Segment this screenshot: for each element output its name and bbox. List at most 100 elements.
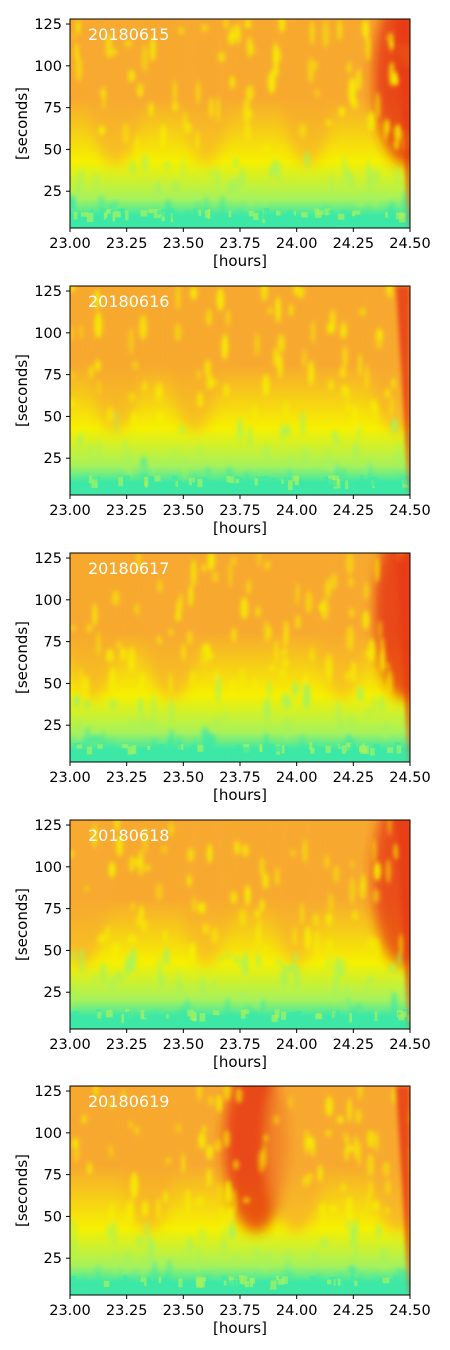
- texture-streak: [75, 56, 83, 82]
- texture-streak: [197, 391, 203, 408]
- texture-streak: [93, 289, 101, 310]
- low-band-cell: [360, 475, 364, 483]
- texture-streak: [114, 820, 120, 832]
- spectrogram-panel: 23.00 23.25 23.50 23.75 24.00 24.25 24.50 25 50 7…: [13, 551, 431, 804]
- texture-streak: [280, 971, 286, 986]
- texture-streak: [326, 447, 330, 466]
- x-tick-label: 23.75: [219, 503, 261, 519]
- low-band-cell: [355, 1278, 363, 1285]
- texture-streak: [293, 286, 298, 297]
- texture-streak: [324, 855, 329, 869]
- texture-streak: [81, 1275, 87, 1288]
- x-tick-label: 24.00: [276, 1303, 318, 1319]
- low-band-cell: [199, 1013, 206, 1022]
- texture-streak: [260, 194, 268, 206]
- y-tick-label: 75: [44, 1168, 62, 1184]
- texture-streak: [330, 757, 335, 762]
- texture-streak: [169, 728, 174, 751]
- spectrogram-panel: 23.00 23.25 23.50 23.75 24.00 24.25 24.50 25 50 7…: [13, 17, 431, 270]
- texture-streak: [119, 647, 127, 661]
- low-band-cell: [129, 1012, 133, 1023]
- texture-streak: [280, 963, 287, 970]
- texture-streak: [240, 597, 249, 620]
- texture-streak: [374, 556, 380, 583]
- texture-streak: [75, 693, 81, 708]
- texture-streak: [246, 579, 251, 595]
- x-tick-label: 23.25: [106, 236, 148, 252]
- texture-streak: [70, 1219, 77, 1235]
- low-band-cell: [250, 1278, 255, 1284]
- texture-streak: [351, 910, 359, 921]
- texture-streak: [144, 1221, 150, 1243]
- y-tick-label: 125: [34, 1084, 62, 1100]
- low-band-cell: [187, 1009, 194, 1017]
- texture-streak: [223, 383, 230, 397]
- texture-streak: [225, 1180, 232, 1205]
- texture-streak: [110, 737, 114, 750]
- texture-streak: [111, 590, 120, 606]
- low-band-cell: [314, 208, 320, 215]
- texture-streak: [396, 441, 401, 466]
- texture-streak: [348, 173, 355, 189]
- panel-date-label: 20180615: [88, 25, 169, 44]
- texture-streak: [372, 1200, 380, 1211]
- low-band-cell: [290, 1011, 297, 1020]
- texture-streak: [113, 944, 121, 953]
- texture-streak: [349, 877, 356, 905]
- texture-streak: [232, 1253, 238, 1264]
- texture-streak: [200, 643, 209, 665]
- heatmap-field: [70, 1086, 410, 1295]
- low-band-cell: [108, 746, 111, 751]
- texture-streak: [108, 975, 117, 992]
- low-band-cell: [263, 208, 270, 218]
- texture-streak: [236, 417, 244, 442]
- texture-streak: [374, 403, 378, 422]
- texture-streak: [368, 638, 376, 663]
- texture-streak: [155, 382, 163, 403]
- low-band-cell: [168, 1012, 172, 1020]
- texture-streak: [319, 1202, 326, 1215]
- low-band-cell: [123, 1277, 126, 1284]
- texture-streak: [205, 466, 211, 477]
- low-band-cell: [197, 479, 203, 488]
- texture-streak: [352, 441, 360, 461]
- texture-streak: [91, 823, 98, 849]
- texture-streak: [379, 637, 385, 649]
- low-band-cell: [72, 1279, 79, 1288]
- texture-streak: [161, 845, 167, 854]
- texture-streak: [82, 675, 90, 699]
- texture-streak: [223, 332, 228, 350]
- y-tick-label: 25: [44, 718, 62, 734]
- low-band-cell: [104, 210, 108, 218]
- heatmap-field: [70, 19, 410, 228]
- low-band-cell: [363, 479, 370, 489]
- low-band-cell: [306, 745, 310, 754]
- texture-streak: [226, 309, 230, 327]
- texture-streak: [325, 1129, 332, 1137]
- texture-streak: [268, 307, 273, 315]
- texture-streak: [221, 1236, 226, 1256]
- texture-streak: [110, 746, 117, 758]
- texture-streak: [359, 307, 366, 317]
- texture-streak: [299, 1020, 304, 1029]
- texture-streak: [171, 447, 178, 457]
- texture-streak: [338, 1272, 343, 1295]
- texture-streak: [227, 30, 236, 46]
- texture-streak: [298, 1279, 303, 1290]
- texture-streak: [138, 678, 144, 696]
- texture-streak: [198, 1194, 205, 1208]
- texture-streak: [284, 724, 289, 736]
- low-band-cell: [372, 744, 380, 749]
- texture-streak: [329, 1205, 337, 1214]
- low-band-cell: [235, 478, 240, 484]
- texture-streak: [181, 1251, 185, 1261]
- y-tick-label: 100: [34, 593, 62, 609]
- y-tick-label: 125: [34, 284, 62, 300]
- low-band-cell: [138, 1276, 142, 1283]
- x-axis-label: [hours]: [213, 1053, 267, 1071]
- low-band-cell: [88, 475, 93, 484]
- texture-streak: [348, 576, 354, 588]
- x-tick-label: 23.25: [106, 770, 148, 786]
- low-band-cell: [116, 1280, 124, 1289]
